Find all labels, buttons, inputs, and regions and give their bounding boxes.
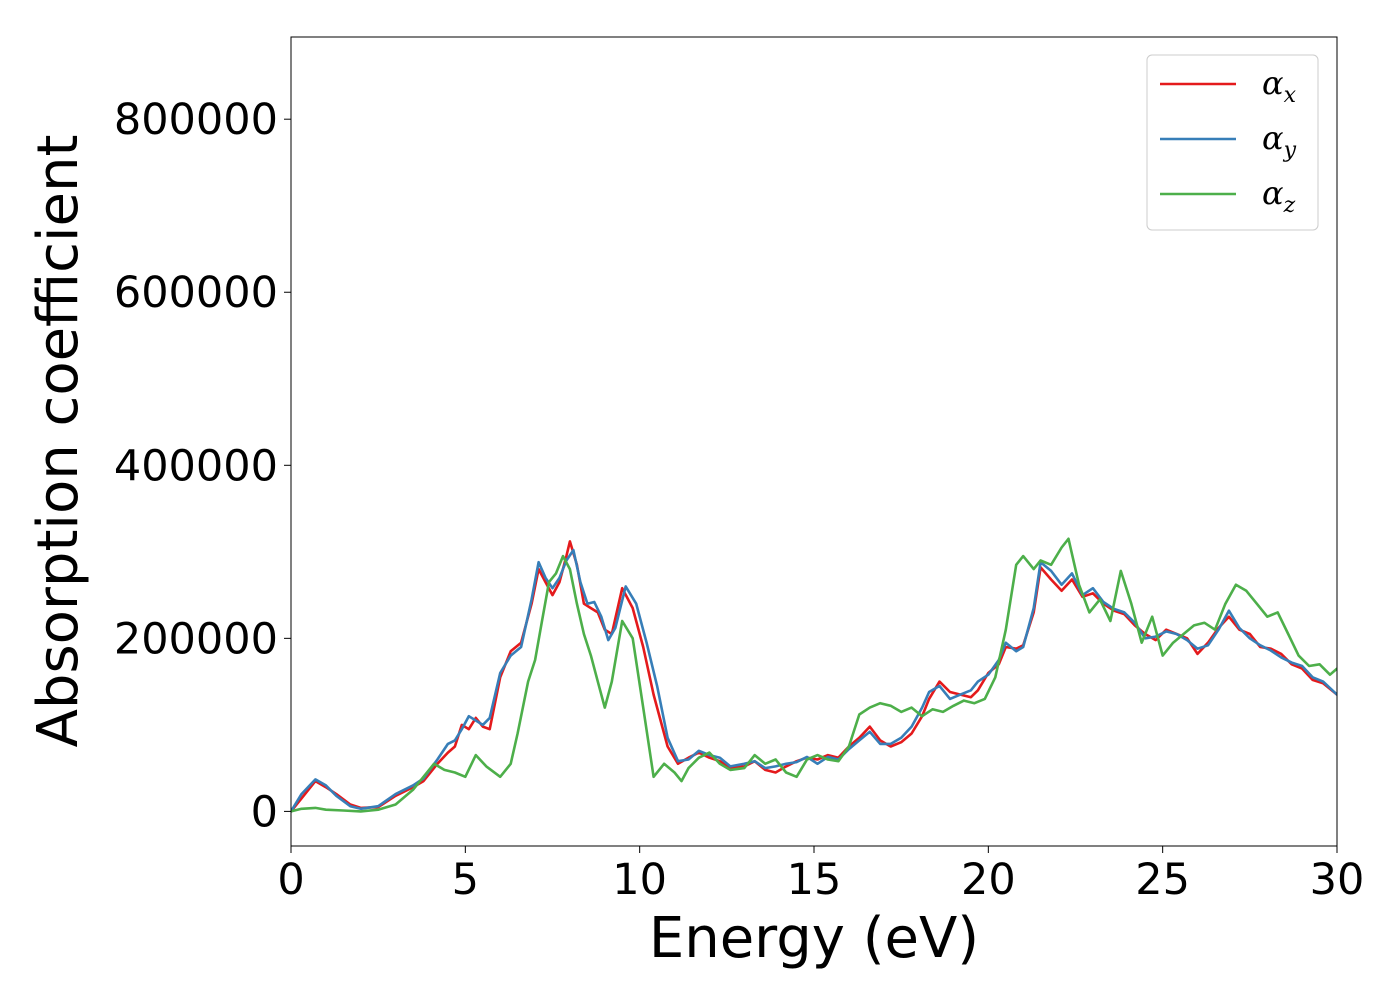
x-axis-title: Energy (eV): [649, 906, 979, 971]
x-tick-label: 25: [1135, 855, 1190, 905]
x-tick-label: 10: [612, 855, 667, 905]
legend-label-z: αz: [1262, 174, 1296, 218]
x-tick-label: 0: [277, 855, 304, 905]
y-tick-label: 800000: [114, 95, 278, 145]
x-tick-label: 5: [452, 855, 479, 905]
x-tick-label: 20: [961, 855, 1016, 905]
plot-lines: [291, 537, 1337, 813]
x-tick-label: 15: [787, 855, 842, 905]
legend: αx αy αz: [1146, 54, 1319, 231]
y-axis: 0 200000 400000 600000 800000: [114, 95, 291, 837]
series-line-z: [291, 537, 1337, 813]
legend-label-x: αx: [1262, 64, 1297, 108]
y-tick-label: 400000: [114, 441, 278, 491]
y-tick-label: 200000: [114, 614, 278, 664]
x-tick-label: 30: [1310, 855, 1365, 905]
legend-label-y: αy: [1262, 119, 1297, 163]
x-axis: 0 5 10 15 20 25 30: [277, 846, 1364, 905]
y-axis-title: Absorption coefficient: [26, 135, 91, 748]
series-line-y: [291, 548, 1337, 813]
y-tick-label: 600000: [114, 268, 278, 318]
y-tick-label: 0: [251, 787, 278, 837]
legend-box: [1146, 54, 1319, 231]
